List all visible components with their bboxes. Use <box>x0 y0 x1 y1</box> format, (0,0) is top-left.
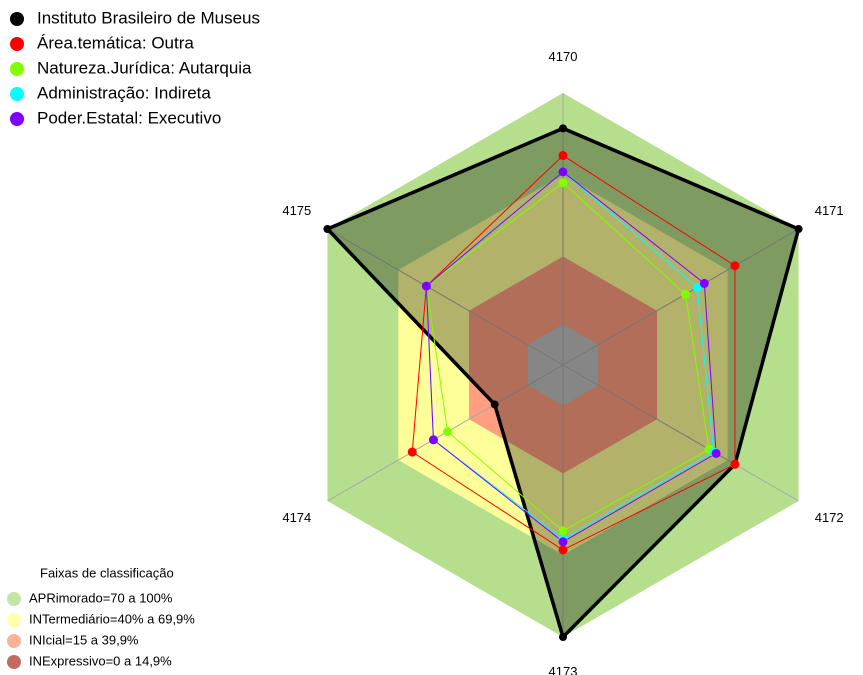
data-point <box>730 261 740 271</box>
axis-label: 4175 <box>282 203 311 218</box>
data-point <box>558 151 568 161</box>
data-point <box>711 448 721 458</box>
axis-label: 4174 <box>282 510 311 525</box>
data-point <box>323 225 332 233</box>
legend-marker <box>10 112 24 126</box>
data-point <box>559 633 567 641</box>
axis-line <box>327 228 564 366</box>
data-point <box>490 400 499 409</box>
legend-marker <box>10 87 24 101</box>
bands-title: Faixas de classificação <box>40 565 174 580</box>
data-point <box>692 282 702 292</box>
legend-label: Poder.Estatal: Executivo <box>37 108 221 127</box>
data-point <box>699 278 709 288</box>
data-point <box>558 167 568 177</box>
axis-label: 4173 <box>549 664 578 675</box>
legend-marker <box>10 62 24 76</box>
axis-line <box>562 228 799 366</box>
legend-label: Natureza.Jurídica: Autarquia <box>37 58 252 77</box>
data-point <box>407 447 417 457</box>
data-point <box>443 427 453 437</box>
legend-label: Administração: Indireta <box>37 83 211 102</box>
legend-marker <box>10 12 24 26</box>
data-point <box>794 225 803 233</box>
axis-label: 4171 <box>815 203 844 218</box>
band-legend-label: INExpressivo=0 a 14,9% <box>29 653 172 668</box>
legend-label: Instituto Brasileiro de Museus <box>37 8 260 27</box>
band-legend-marker <box>7 592 21 606</box>
band-legend-marker <box>7 613 21 627</box>
band-legend-marker <box>7 655 21 669</box>
legend-marker <box>10 37 24 51</box>
data-point <box>558 178 568 188</box>
band-legend-label: APRimorado=70 a 100% <box>29 590 173 605</box>
data-point <box>428 435 438 445</box>
data-point <box>730 459 740 469</box>
data-point <box>558 537 568 547</box>
data-point <box>558 526 568 536</box>
data-point <box>680 289 690 299</box>
band-legend-label: INTermediário=40% a 69,9% <box>29 611 195 626</box>
data-point <box>559 124 567 133</box>
axis-label: 4172 <box>815 510 844 525</box>
axis-line <box>562 364 799 502</box>
band-legend-marker <box>7 634 21 648</box>
band-legend-label: INIcial=15 a 39,9% <box>29 632 139 647</box>
data-point <box>558 545 568 555</box>
data-point <box>421 281 431 291</box>
legend-label: Área.temática: Outra <box>37 33 194 52</box>
axis-label: 4170 <box>549 49 578 64</box>
